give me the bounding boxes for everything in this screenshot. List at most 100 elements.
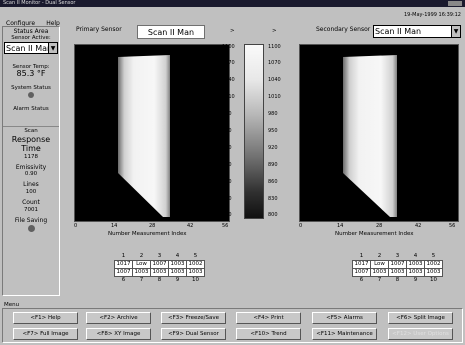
- table-index: 3: [395, 252, 400, 259]
- x-tick-label: 28: [149, 223, 156, 229]
- table-cell: 1007: [150, 259, 169, 269]
- primary-sensor-label: Primary Sensor: [76, 26, 122, 33]
- table-cell: 1017: [114, 259, 133, 269]
- datetime-display: 19-May-1999 16:39:12: [404, 12, 461, 18]
- table-index: 4: [413, 252, 418, 259]
- table-cell: 1002: [186, 259, 205, 269]
- x-axis-label: Number Measurement Index: [108, 231, 187, 237]
- table-cell: 1003: [186, 267, 205, 277]
- response-time-value: 1178: [24, 153, 38, 160]
- table-cell: 1003: [370, 267, 389, 277]
- window-controls[interactable]: [448, 1, 462, 6]
- chevron-down-icon[interactable]: ▼: [48, 43, 57, 54]
- status-panel: Status Area Sensor Active: Scan II Man ▼…: [2, 26, 60, 296]
- x-tick-label: 0: [299, 223, 303, 229]
- divider: [3, 125, 59, 127]
- table-index: 9: [413, 277, 418, 284]
- table-index: 7: [377, 277, 382, 284]
- temperature-colorbar: [244, 44, 264, 219]
- secondary-sensor-label: Secondary Sensor: [316, 26, 371, 33]
- x-tick-label: 14: [337, 223, 344, 229]
- secondary-x-axis: 0 14 28 42 56 Number Measurement Index: [299, 223, 459, 241]
- f4-print-button[interactable]: <F4> Print: [236, 312, 301, 324]
- table-cell: 1003: [388, 267, 407, 277]
- f6-split-image-button[interactable]: <F6> Split Image: [388, 312, 453, 324]
- menu-configure[interactable]: Configure: [6, 20, 36, 27]
- table-index: 1: [359, 252, 364, 259]
- tick-label: 800: [222, 212, 232, 218]
- f12-user-options-button[interactable]: <F12> User Options: [388, 328, 453, 340]
- tick-label: 860: [268, 179, 278, 185]
- secondary-sensor-select[interactable]: Scan II Man ▼: [373, 25, 461, 38]
- title-bar: Scan II Monitor - Dual Sensor: [0, 0, 465, 7]
- x-tick-label: 42: [187, 223, 194, 229]
- x-tick-label: 0: [74, 223, 78, 229]
- table-index: 6: [359, 277, 364, 284]
- tick-label: 1100: [222, 44, 235, 50]
- system-status-label: System Status: [11, 84, 51, 91]
- count-label: Count: [22, 198, 40, 206]
- table-index: 6: [121, 277, 126, 284]
- f11-maintenance-button[interactable]: <F11> Maintenance: [312, 328, 377, 340]
- x-tick-label: 56: [222, 223, 229, 229]
- table-index: 2: [377, 252, 382, 259]
- response-time-label: Response Time: [11, 135, 51, 153]
- f5-alarms-button[interactable]: <F5> Alarms: [312, 312, 377, 324]
- primary-thermal-svg: [118, 55, 170, 217]
- colorbar-arrow-left: >: [230, 28, 235, 34]
- chevron-down-icon[interactable]: ▼: [451, 26, 460, 37]
- tick-label: 920: [222, 145, 232, 151]
- f8-xy-image-button[interactable]: <F8> XY Image: [86, 328, 151, 340]
- primary-data-table: 1 2 3 4 5 1017 Low 1007 1003 1002 1007 1…: [114, 252, 205, 284]
- tick-label: 800: [268, 212, 278, 218]
- tick-label: 1040: [268, 77, 281, 83]
- f3-freeze-save-button[interactable]: <F3> Freeze/Save: [161, 312, 226, 324]
- table-cell: 1003: [168, 259, 187, 269]
- menu-help[interactable]: Help: [46, 20, 60, 27]
- x-axis-label: Number Measurement Index: [335, 231, 414, 237]
- menu-label: Menu: [4, 302, 20, 308]
- primary-thermal-image[interactable]: [74, 44, 230, 222]
- tick-label: 950: [268, 128, 278, 134]
- table-cell: Low: [132, 259, 151, 269]
- table-cell: 1002: [424, 259, 443, 269]
- table-cell: 1003: [424, 267, 443, 277]
- alarm-status-label: Alarm Status: [13, 105, 49, 112]
- f7-full-image-button[interactable]: <F7> Full Image: [13, 328, 78, 340]
- f9-dual-sensor-button[interactable]: <F9> Dual Sensor: [161, 328, 226, 340]
- secondary-thermal-image[interactable]: [299, 44, 459, 222]
- emissivity-label: Emissivity: [15, 163, 47, 171]
- function-button-panel: <F1> Help <F2> Archive <F3> Freeze/Save …: [2, 308, 463, 343]
- f10-trend-button[interactable]: <F10> Trend: [236, 328, 301, 340]
- f1-help-button[interactable]: <F1> Help: [13, 312, 78, 324]
- thermal-hotspot: [343, 55, 397, 217]
- table-index: 10: [430, 277, 437, 284]
- table-cell: 1017: [352, 259, 371, 269]
- tick-label: 1040: [222, 77, 235, 83]
- table-cell: 1003: [150, 267, 169, 277]
- thermal-hotspot: [118, 55, 170, 217]
- tick-label: 1070: [268, 60, 281, 66]
- table-cell: 1007: [388, 259, 407, 269]
- table-index: 5: [431, 252, 436, 259]
- table-cell: Low: [370, 259, 389, 269]
- table-cell: 1003: [406, 259, 425, 269]
- table-cell: 1007: [352, 267, 371, 277]
- file-saving-label: File Saving: [14, 216, 48, 224]
- tick-label: 890: [268, 162, 278, 168]
- table-index: 3: [157, 252, 162, 259]
- window-title: Scan II Monitor - Dual Sensor: [3, 0, 76, 6]
- sensor-select[interactable]: Scan II Man ▼: [4, 42, 58, 55]
- x-tick-label: 14: [111, 223, 118, 229]
- f2-archive-button[interactable]: <F2> Archive: [86, 312, 151, 324]
- scan-label: Scan: [24, 127, 38, 134]
- colorbar-left-ticks: 1100 1070 1040 1010 980 950 920 890 860 …: [222, 44, 242, 219]
- count-value: 7001: [24, 206, 38, 213]
- table-index: 7: [139, 277, 144, 284]
- sensor-temp-value: 85.3 °F: [16, 69, 46, 79]
- tick-label: 980: [268, 111, 278, 117]
- file-saving-indicator: [27, 225, 35, 233]
- lines-label: Lines: [23, 181, 39, 189]
- colorbar-right-ticks: 1100 1070 1040 1010 980 950 920 890 860 …: [268, 44, 288, 219]
- system-status-indicator: [28, 91, 34, 98]
